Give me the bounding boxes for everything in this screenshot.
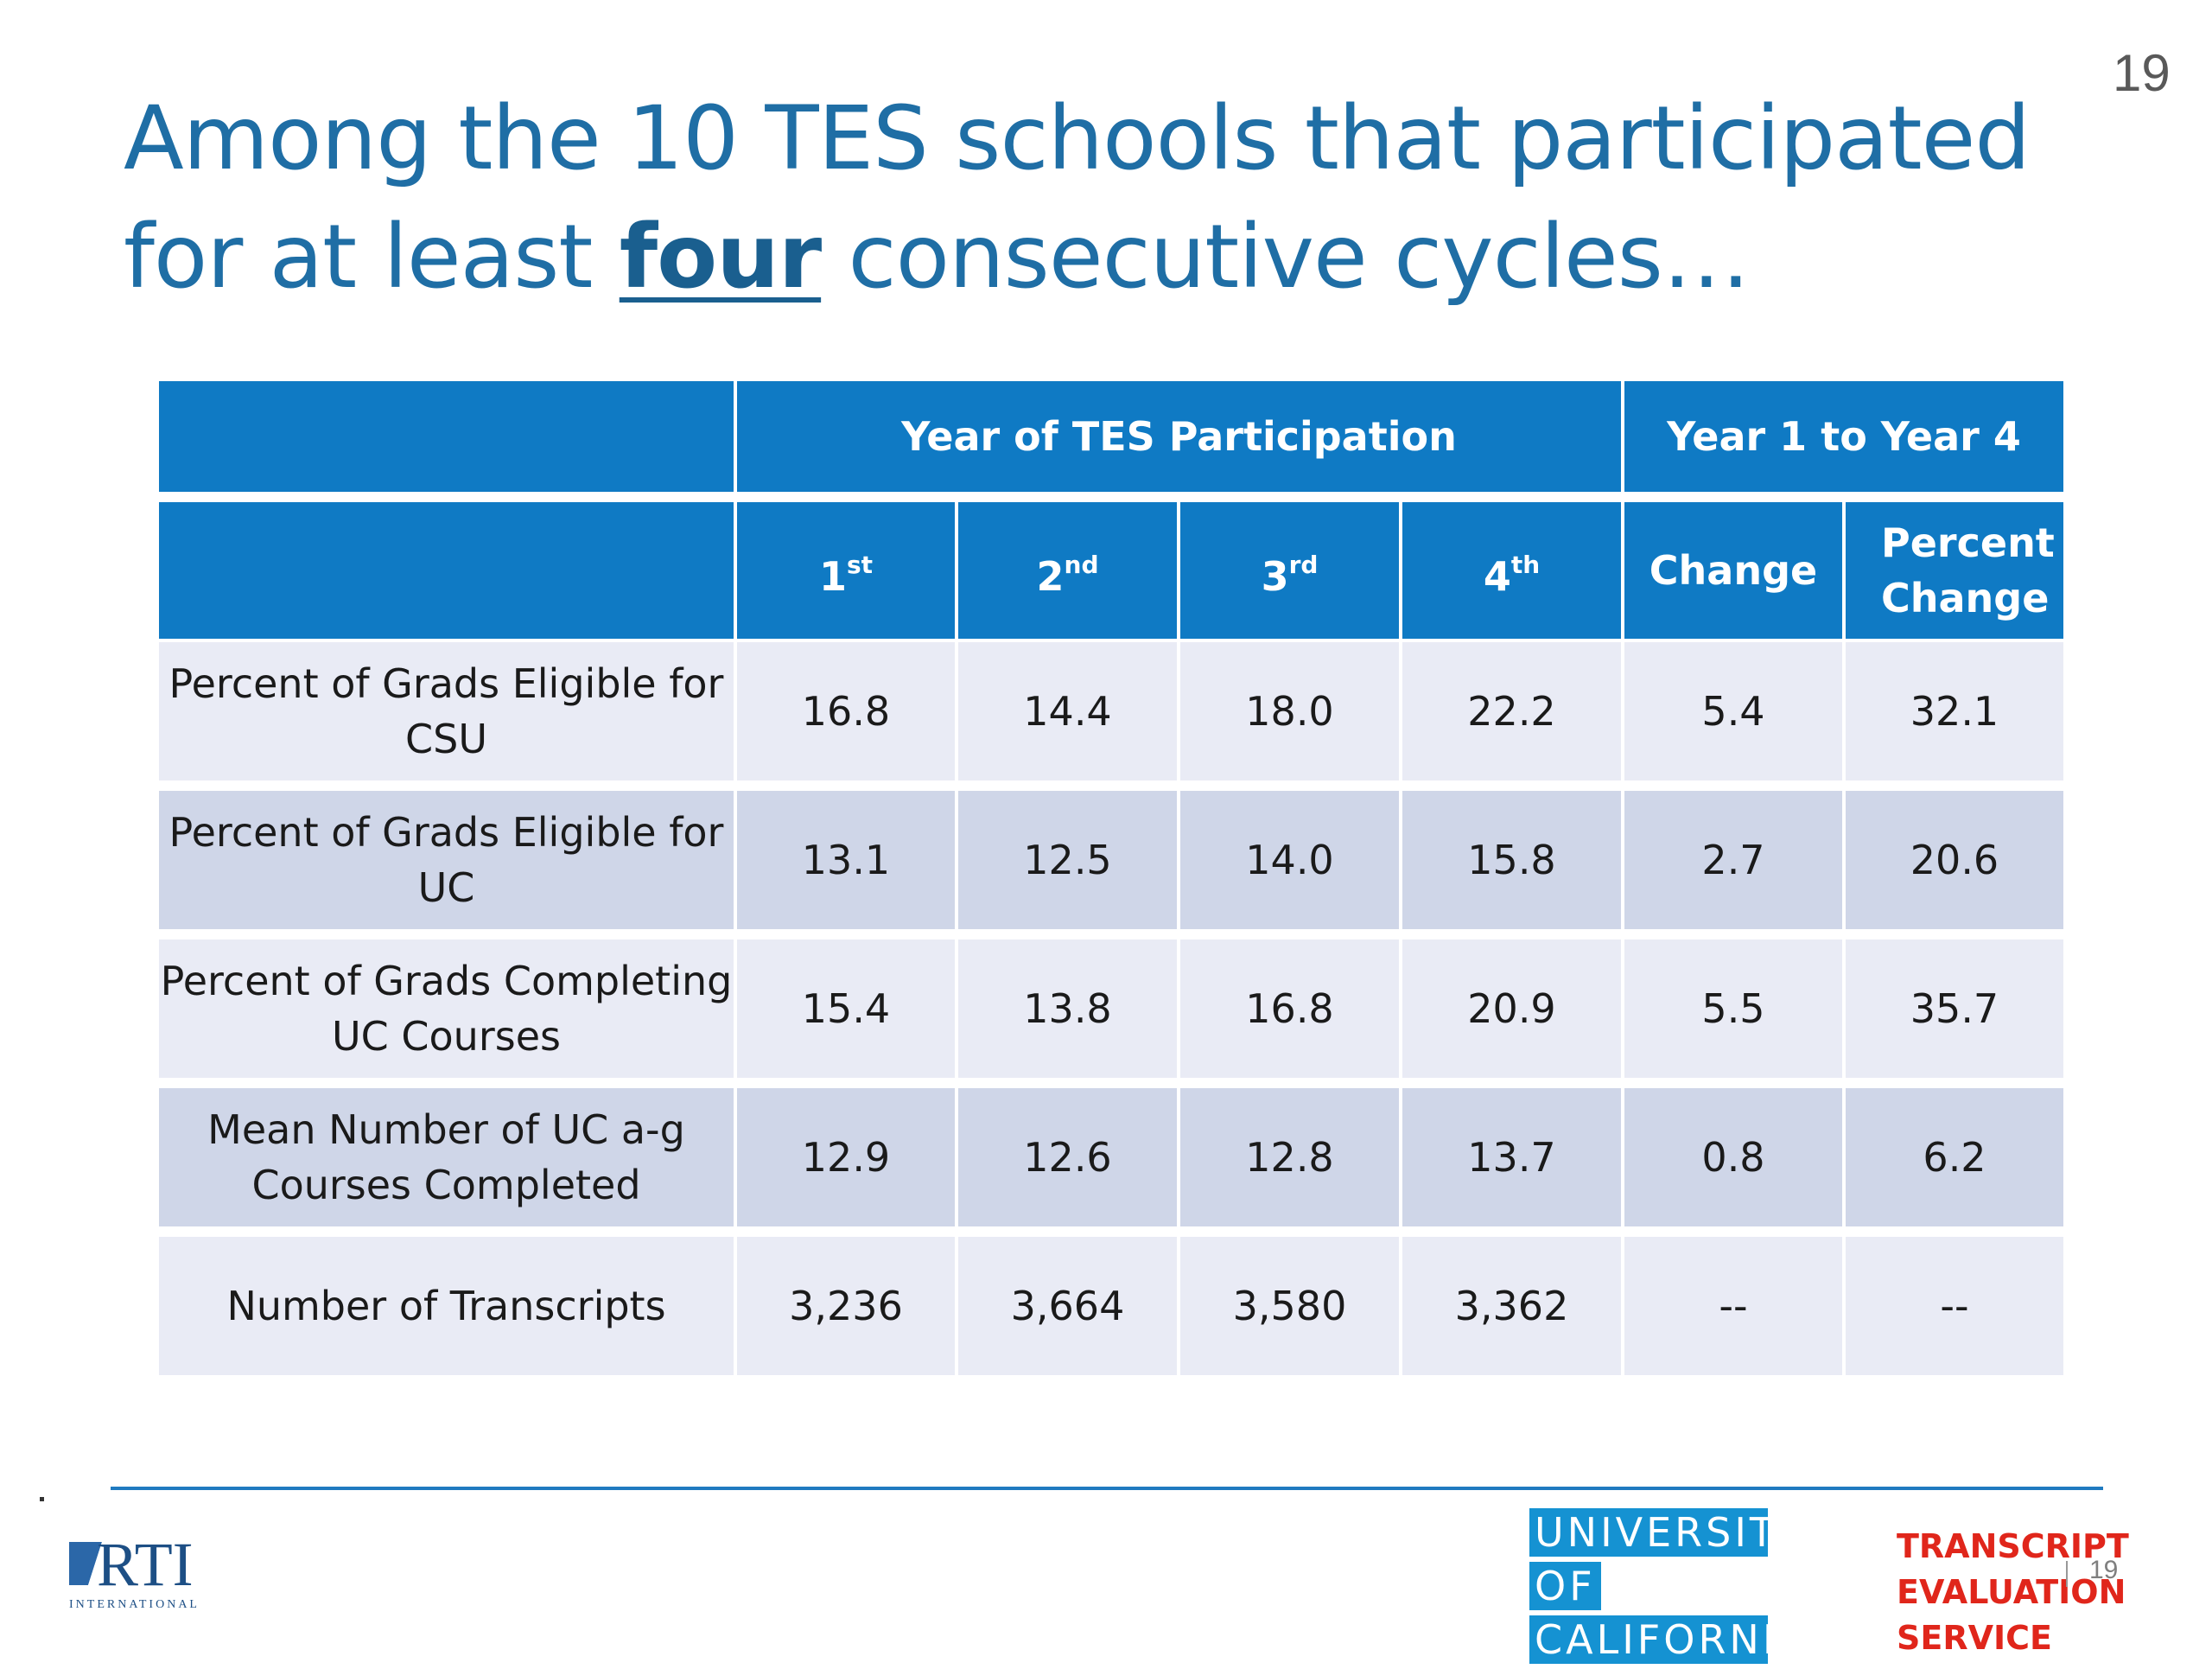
uc-logo-line-3: CALIFORNIA (1529, 1615, 1805, 1664)
table-cell: 15.8 (1399, 787, 1624, 933)
tes-logo-line-1: TRANSCRIPT (1897, 1527, 2129, 1565)
slide-number: 19 (2113, 44, 2171, 102)
table-cell: 3,362 (1399, 1233, 1624, 1379)
table-cell: 2.7 (1621, 787, 1846, 933)
row-label: Percent of Grads Eligible for UC (156, 787, 737, 933)
row-label: Number of Transcripts (156, 1233, 737, 1379)
tes-logo: TRANSCRIPT EVALUATION SERVICE (1897, 1524, 2129, 1661)
table-row: Mean Number of UC a-g Courses Completed 1… (156, 1085, 2067, 1230)
table-cell: 13.1 (734, 787, 958, 933)
empty-header-cell (156, 499, 737, 642)
column-header-change: Change (1621, 499, 1846, 642)
uc-logo: UNIVERSITY OF CALIFORNIA (1529, 1508, 1805, 1669)
table-row: Percent of Grads Eligible for UC 13.1 12.5… (156, 787, 2067, 933)
table-cell: 12.6 (955, 1085, 1180, 1230)
table-cell: 13.7 (1399, 1085, 1624, 1230)
column-header-row: 1st 2nd 3rd 4th Change Percent Change (156, 499, 2067, 642)
stray-dot (40, 1497, 44, 1501)
tes-logo-line-2: EVALUATION (1897, 1573, 2126, 1611)
row-label: Percent of Grads Eligible for CSU (156, 639, 737, 784)
column-header-percent-change: Percent Change (1842, 499, 2067, 642)
column-header-year-1: 1st (734, 499, 958, 642)
uc-logo-line-2: OF (1529, 1562, 1601, 1610)
table-cell: 20.9 (1399, 936, 1624, 1081)
table-cell: 12.5 (955, 787, 1180, 933)
table-cell: 32.1 (1842, 639, 2067, 784)
table-cell: 12.8 (1177, 1085, 1402, 1230)
table-cell: -- (1621, 1233, 1846, 1379)
table-cell: 12.9 (734, 1085, 958, 1230)
group-header-participation: Year of TES Participation (734, 378, 1624, 495)
table-cell: 20.6 (1842, 787, 2067, 933)
table-cell: 16.8 (1177, 936, 1402, 1081)
row-label: Percent of Grads Completing UC Courses (156, 936, 737, 1081)
title-emphasis: four (619, 206, 822, 309)
table-cell: 6.2 (1842, 1085, 2067, 1230)
table-cell: 3,236 (734, 1233, 958, 1379)
table-row: Percent of Grads Eligible for CSU 16.8 14.… (156, 639, 2067, 784)
column-header-year-3: 3rd (1177, 499, 1402, 642)
footer-divider (111, 1487, 2103, 1490)
table-cell: 22.2 (1399, 639, 1624, 784)
title-text-before: Among the 10 TES schools that participat… (124, 87, 2031, 309)
group-header-change: Year 1 to Year 4 (1621, 378, 2067, 495)
footer-slide-number: 19 (2089, 1556, 2119, 1584)
results-table: Year of TES Participation Year 1 to Year… (156, 378, 2067, 1379)
footer-tick (2066, 1561, 2068, 1587)
table-cell: -- (1842, 1233, 2067, 1379)
slide-title: Among the 10 TES schools that participat… (124, 80, 2068, 316)
table-row: Number of Transcripts 3,236 3,664 3,580 3,36… (156, 1233, 2067, 1379)
table-cell: 3,580 (1177, 1233, 1402, 1379)
row-label: Mean Number of UC a-g Courses Completed (156, 1085, 737, 1230)
table-cell: 18.0 (1177, 639, 1402, 784)
table-cell: 15.4 (734, 936, 958, 1081)
table-cell: 13.8 (955, 936, 1180, 1081)
table-cell: 14.4 (955, 639, 1180, 784)
empty-header-cell (156, 378, 737, 495)
table-cell: 5.5 (1621, 936, 1846, 1081)
title-text-after: consecutive cycles… (821, 206, 1751, 309)
uc-logo-line-1: UNIVERSITY (1529, 1508, 1802, 1557)
table-cell: 0.8 (1621, 1085, 1846, 1230)
table-row: Percent of Grads Completing UC Courses 15… (156, 936, 2067, 1081)
group-header-row: Year of TES Participation Year 1 to Year… (156, 378, 2067, 495)
table-cell: 5.4 (1621, 639, 1846, 784)
table-cell: 16.8 (734, 639, 958, 784)
svg-text:RTI: RTI (97, 1532, 194, 1599)
rti-logo: RTI INTERNATIONAL (69, 1532, 200, 1611)
column-header-year-2: 2nd (955, 499, 1180, 642)
table-cell: 14.0 (1177, 787, 1402, 933)
column-header-year-4: 4th (1399, 499, 1624, 642)
table-cell: 35.7 (1842, 936, 2067, 1081)
tes-logo-line-3: SERVICE (1897, 1619, 2052, 1657)
table-cell: 3,664 (955, 1233, 1180, 1379)
svg-text:INTERNATIONAL: INTERNATIONAL (69, 1598, 200, 1611)
